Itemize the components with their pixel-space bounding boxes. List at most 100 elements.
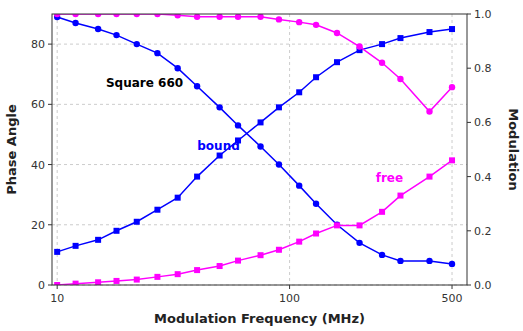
y2-tick-label: 0.4 — [474, 171, 492, 184]
point — [397, 258, 403, 264]
y2-tick — [467, 230, 471, 231]
point — [134, 219, 140, 225]
point — [194, 14, 200, 20]
point — [257, 143, 263, 149]
y-tick — [48, 44, 52, 45]
point — [174, 65, 180, 71]
point — [95, 237, 101, 243]
grid — [52, 14, 467, 285]
y-tick — [48, 104, 52, 105]
point — [54, 249, 60, 255]
x-grid-line — [57, 14, 58, 285]
y-grid-line — [52, 44, 467, 45]
point — [356, 240, 362, 246]
point — [296, 19, 302, 25]
point — [216, 104, 222, 110]
data-area — [54, 14, 455, 285]
x-grid-line — [452, 14, 453, 285]
y2-tick-label: 1.0 — [474, 8, 492, 21]
point — [194, 174, 200, 180]
point — [449, 26, 455, 32]
point — [357, 222, 363, 228]
point — [397, 35, 403, 41]
x-tick — [452, 285, 453, 289]
point — [235, 122, 241, 128]
point — [258, 119, 264, 125]
point — [217, 263, 223, 269]
y-tick-label: 60 — [31, 98, 45, 111]
x-axis-label: Modulation Frequency (MHz) — [154, 311, 365, 326]
y2-tick — [467, 285, 471, 286]
y-grid-line — [52, 104, 467, 105]
point — [397, 193, 403, 199]
point — [72, 20, 78, 26]
series — [54, 14, 455, 267]
point — [175, 195, 181, 201]
point — [113, 32, 119, 38]
point — [114, 228, 120, 234]
point — [73, 281, 79, 285]
point — [426, 174, 432, 180]
point — [334, 222, 340, 228]
x-tick — [57, 285, 58, 289]
series-line — [57, 14, 452, 112]
y-tick-label: 40 — [31, 159, 45, 172]
x-grid-line — [289, 14, 290, 285]
series-line — [57, 17, 452, 264]
point — [258, 252, 264, 258]
annotation: bound — [197, 139, 240, 153]
point — [334, 30, 340, 36]
point — [379, 209, 385, 215]
point — [426, 258, 432, 264]
x-tick-label: 10 — [50, 292, 64, 305]
series — [54, 157, 455, 285]
point — [175, 271, 181, 277]
y2-axis-label: Modulation — [506, 108, 521, 191]
point — [194, 267, 200, 273]
point — [296, 239, 302, 245]
point — [134, 41, 140, 47]
series — [54, 14, 455, 115]
point — [397, 76, 403, 82]
y-axis-label: Phase Angle — [4, 104, 19, 195]
point — [114, 278, 120, 284]
y-tick-label: 20 — [31, 219, 45, 232]
point — [379, 60, 385, 66]
y-grid-line — [52, 224, 467, 225]
y-grid-line — [52, 164, 467, 165]
point — [426, 108, 432, 114]
point — [449, 261, 455, 267]
y-tick-label: 0 — [38, 279, 45, 292]
y2-tick-label: 0.2 — [474, 225, 492, 238]
point — [426, 29, 432, 35]
point — [276, 104, 282, 110]
y2-tick — [467, 14, 471, 15]
point — [194, 83, 200, 89]
plot-frame — [52, 14, 467, 285]
background — [0, 0, 523, 331]
y-tick — [48, 164, 52, 165]
y2-tick-label: 0.6 — [474, 116, 492, 129]
point — [313, 201, 319, 207]
point — [235, 258, 241, 264]
point — [276, 247, 282, 253]
point — [276, 161, 282, 167]
point — [449, 157, 455, 163]
point — [356, 43, 362, 49]
point — [154, 274, 160, 280]
series-line — [57, 160, 452, 285]
point — [95, 26, 101, 32]
annotation: free — [376, 171, 403, 185]
point — [276, 16, 282, 22]
point — [379, 252, 385, 258]
point — [296, 182, 302, 188]
point — [313, 22, 319, 28]
point — [216, 14, 222, 20]
point — [73, 243, 79, 249]
y2-tick — [467, 122, 471, 123]
point — [449, 84, 455, 90]
x-tick-label: 100 — [279, 292, 300, 305]
point — [379, 41, 385, 47]
series-line — [57, 29, 452, 252]
x-tick-label: 500 — [442, 292, 463, 305]
